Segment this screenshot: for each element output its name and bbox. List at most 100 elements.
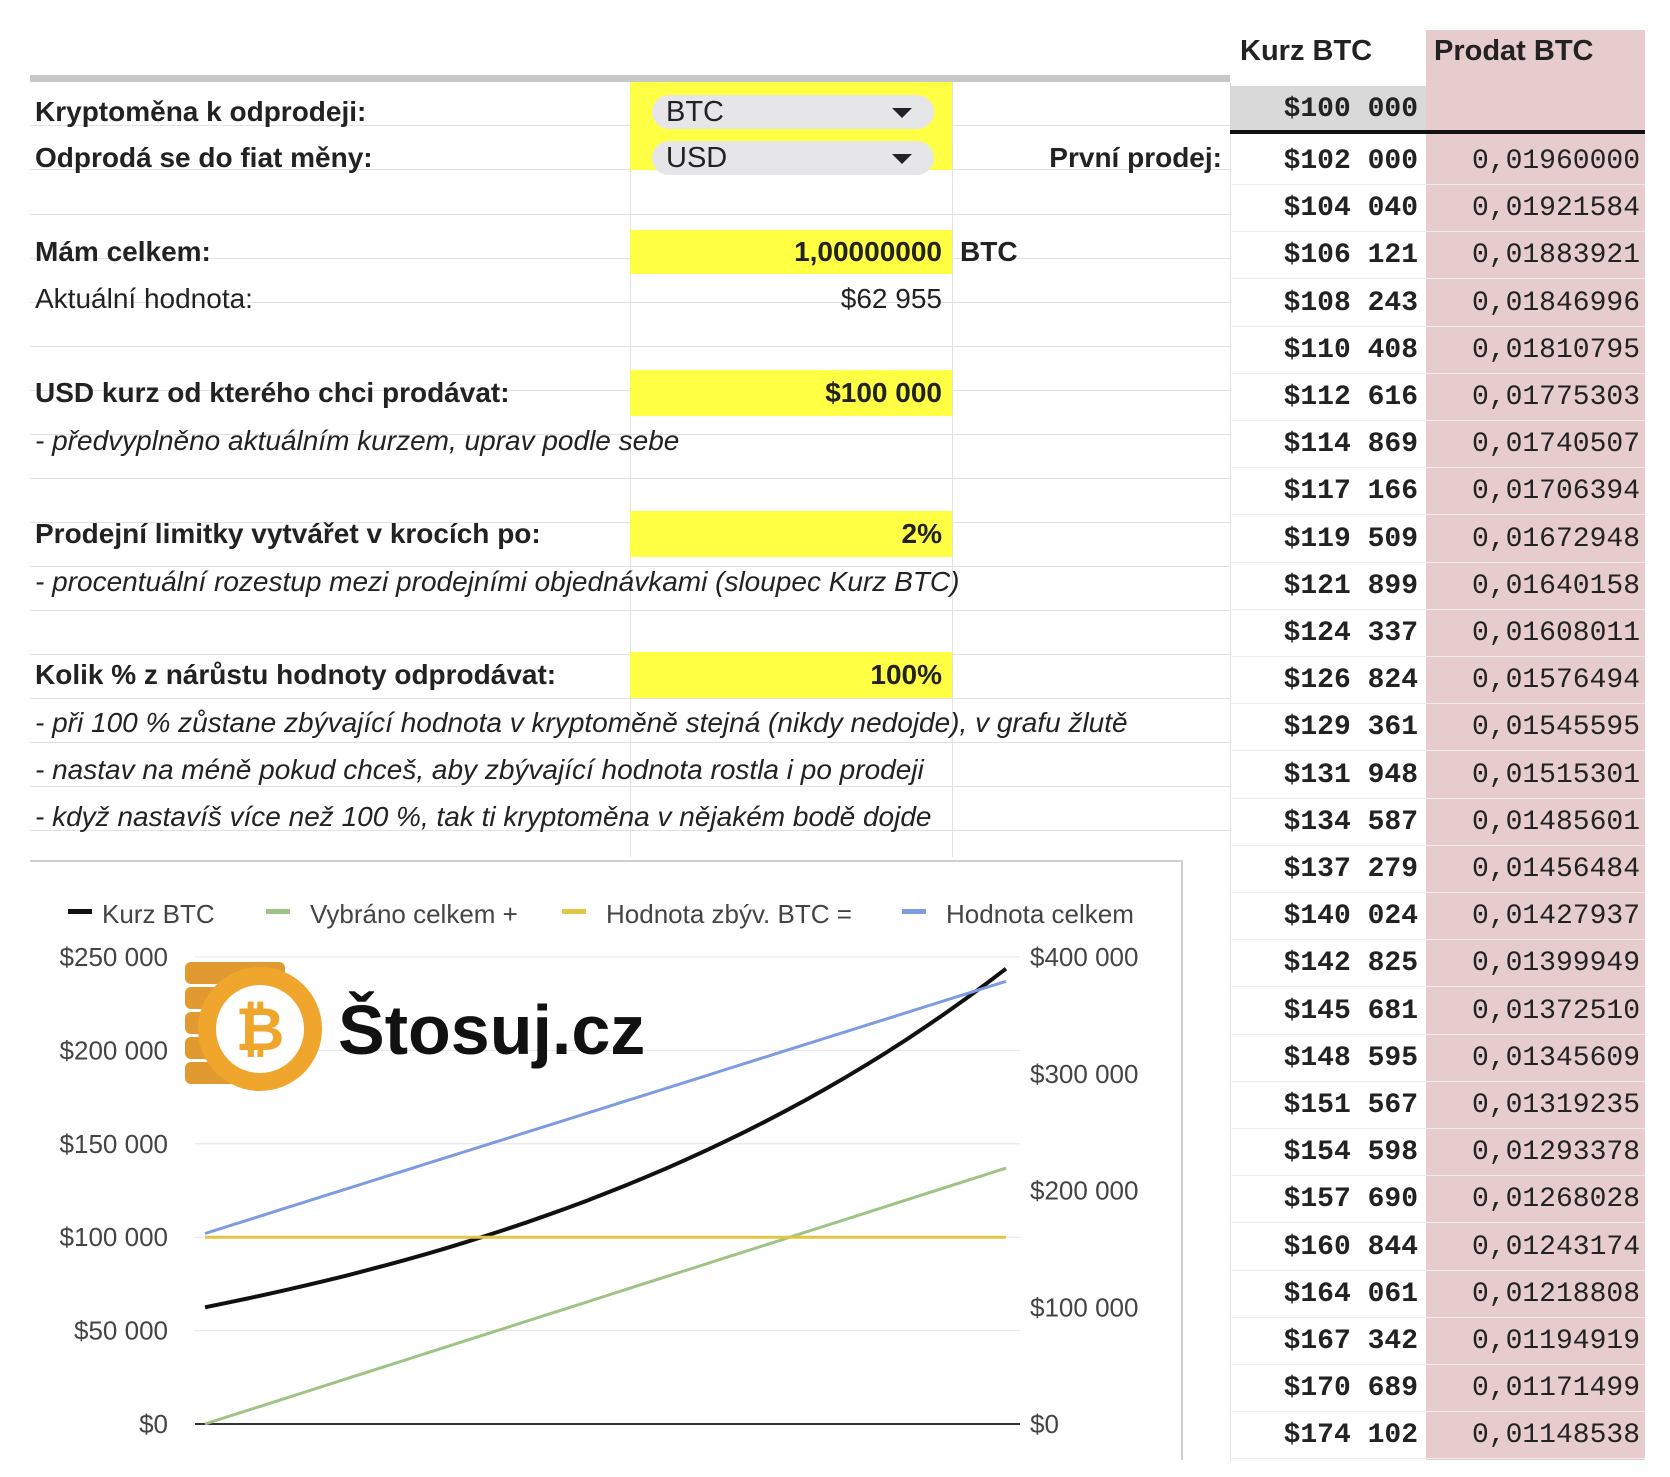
prodat-cell: 0,01515301: [1471, 759, 1640, 791]
grid-line: [630, 82, 631, 857]
kurz-cell: $151 567: [1283, 1090, 1418, 1121]
kurz-cell: $164 061: [1283, 1278, 1418, 1310]
bitcoin-symbol-icon: ₿: [236, 996, 285, 1063]
left-axis-tick: $100 000: [60, 1222, 168, 1252]
kurz-cell: $126 824: [1283, 665, 1418, 697]
legend-swatch: [562, 909, 586, 914]
prodat-cell: 0,01640158: [1471, 570, 1640, 602]
sell-note: - když nastavíš více než 100 %, tak ti k…: [35, 801, 932, 832]
kurz-cell: $108 243: [1283, 287, 1418, 319]
table-row-divider: [1230, 325, 1645, 327]
total-unit: BTC: [960, 236, 1018, 267]
chevron-down-icon: [892, 154, 912, 164]
left-axis-tick: $200 000: [60, 1035, 168, 1065]
table-row-divider: [1230, 372, 1645, 374]
table-row-divider: [1230, 1175, 1645, 1177]
first-rate: $100 000: [1283, 94, 1418, 125]
total-label: Mám celkem:: [35, 236, 211, 267]
kurz-cell: $157 690: [1283, 1184, 1418, 1216]
prodat-cell: 0,01399949: [1471, 948, 1640, 980]
table-row-divider: [1230, 1316, 1645, 1318]
prodat-cell: 0,01846996: [1471, 287, 1640, 319]
kurz-cell: $148 595: [1283, 1042, 1418, 1074]
prodat-cell: 0,01576494: [1471, 665, 1640, 697]
kurz-cell: $117 166: [1283, 476, 1418, 508]
table-row-divider: [1230, 750, 1645, 752]
legend-label: Kurz BTC: [102, 899, 215, 929]
right-axis-tick: $400 000: [1030, 942, 1138, 972]
kurz-cell: $142 825: [1283, 948, 1418, 980]
table-row-divider: [1230, 656, 1645, 657]
kurz-cell: $160 844: [1283, 1231, 1418, 1263]
kurz-cell: $140 024: [1283, 901, 1418, 933]
kurz-cell: $119 509: [1283, 523, 1418, 555]
kurz-cell: $154 598: [1283, 1137, 1418, 1169]
prodat-cell: 0,01319235: [1471, 1090, 1640, 1121]
table-row-divider: [1230, 1458, 1645, 1460]
kurz-cell: $174 102: [1283, 1420, 1418, 1452]
kurz-cell: $121 899: [1283, 570, 1418, 602]
table-row-divider: [1230, 561, 1645, 563]
kurz-cell: $112 616: [1283, 382, 1418, 413]
start-rate-label: USD kurz od kterého chci prodávat:: [35, 377, 510, 408]
table-row-divider: [1230, 844, 1645, 846]
table-row-divider: [1230, 231, 1645, 233]
total-input[interactable]: 1,00000000: [794, 236, 942, 267]
prodat-cell: 0,01293378: [1471, 1137, 1640, 1169]
fiat-dropdown[interactable]: USD: [652, 141, 934, 175]
kurz-cell: $106 121: [1283, 240, 1418, 272]
left-axis-tick: $50 000: [74, 1316, 168, 1346]
table-row-divider: [1230, 1364, 1645, 1365]
kurz-cell: $104 040: [1283, 193, 1418, 225]
prodat-cell: 0,01706394: [1471, 476, 1640, 508]
legend-swatch: [902, 909, 926, 914]
prodat-cell: 0,01775303: [1471, 382, 1640, 413]
step-note: - procentuální rozestup mezi prodejními …: [35, 566, 960, 597]
prodat-cell: 0,01672948: [1471, 523, 1640, 555]
crypto-label: Kryptoměna k odprodeji:: [35, 96, 367, 127]
crypto-dropdown-value: BTC: [666, 96, 724, 128]
prodat-cell: 0,01545595: [1471, 712, 1640, 744]
step-label: Prodejní limitky vytvářet v krocích po:: [35, 518, 541, 549]
logo: ₿ Štosuj.cz: [185, 962, 645, 1091]
right-axis-tick: $300 000: [1030, 1059, 1138, 1089]
kurz-cell: $134 587: [1283, 806, 1418, 838]
prodat-cell: 0,01345609: [1471, 1042, 1640, 1074]
prodat-cell: 0,01194919: [1471, 1326, 1640, 1357]
kurz-cell: $137 279: [1283, 854, 1418, 885]
current-value: $62 955: [840, 283, 942, 314]
right-axis-tick: $100 000: [1030, 1292, 1138, 1322]
kurz-cell: $131 948: [1283, 759, 1418, 791]
grid-line: [1230, 82, 1231, 1462]
table-row-divider: [1230, 1033, 1645, 1035]
sell-note: - při 100 % zůstane zbývající hodnota v …: [35, 707, 1128, 738]
table-row-divider: [1230, 420, 1645, 421]
fiat-label: Odprodá se do fiat měny:: [35, 142, 373, 173]
table-row-divider: [1230, 1080, 1645, 1082]
prodat-cell: 0,01608011: [1471, 618, 1640, 649]
series-line: [204, 979, 1007, 1235]
kurz-cell: $124 337: [1283, 618, 1418, 649]
column-header-kurz: Kurz BTC: [1240, 35, 1373, 67]
sell-pct-label: Kolik % z nárůstu hodnoty odprodávat:: [35, 659, 557, 690]
first-sale-label: První prodej:: [1049, 142, 1222, 173]
prodat-cell: 0,01740507: [1471, 429, 1640, 461]
start-rate-input[interactable]: $100 000: [825, 377, 942, 408]
step-input[interactable]: 2%: [901, 518, 942, 549]
prodat-cell: 0,01960000: [1471, 146, 1640, 177]
prodat-cell: 0,01148538: [1471, 1420, 1640, 1452]
line-chart: Kurz BTC Vybráno celkem + Hodnota zbýv. BT…: [60, 899, 1139, 1439]
legend-swatch: [68, 909, 92, 914]
sell-pct-input[interactable]: 100%: [870, 659, 942, 690]
legend-label: Vybráno celkem +: [310, 899, 518, 929]
prodat-cell: 0,01427937: [1471, 901, 1640, 933]
table-row-divider: [1230, 939, 1645, 941]
first-rate-cell: [1230, 86, 1426, 131]
prodat-cell: 0,01810795: [1471, 334, 1640, 366]
series-line: [204, 967, 1008, 1310]
crypto-dropdown[interactable]: BTC: [652, 95, 934, 129]
start-rate-input-cell: [630, 370, 952, 416]
table-divider: [1230, 130, 1645, 134]
kurz-cell: $110 408: [1283, 334, 1418, 366]
